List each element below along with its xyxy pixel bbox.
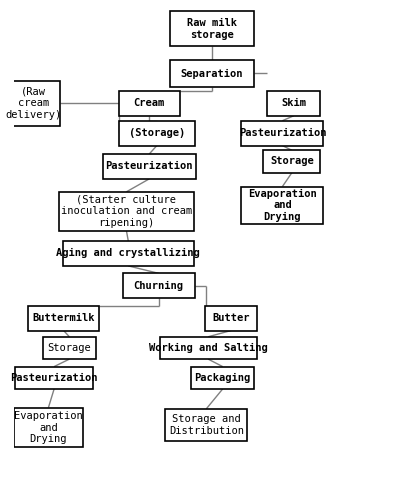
FancyBboxPatch shape (191, 366, 254, 389)
Text: Evaporation
and
Drying: Evaporation and Drying (248, 188, 317, 222)
Text: Storage and
Distribution: Storage and Distribution (169, 414, 244, 436)
FancyBboxPatch shape (123, 274, 195, 298)
Text: Pasteurization: Pasteurization (105, 162, 193, 172)
FancyBboxPatch shape (15, 366, 93, 389)
FancyBboxPatch shape (119, 120, 195, 146)
Text: Working and Salting: Working and Salting (149, 343, 268, 353)
FancyBboxPatch shape (242, 120, 323, 146)
FancyBboxPatch shape (63, 241, 194, 266)
Text: Evaporation
and
Drying: Evaporation and Drying (14, 411, 83, 444)
FancyBboxPatch shape (43, 337, 96, 359)
Text: Separation: Separation (181, 68, 243, 78)
FancyBboxPatch shape (170, 12, 254, 46)
Text: Cream: Cream (133, 98, 165, 108)
FancyBboxPatch shape (103, 154, 196, 179)
Text: Aging and crystallizing: Aging and crystallizing (56, 248, 200, 258)
FancyBboxPatch shape (267, 91, 320, 116)
FancyBboxPatch shape (263, 150, 320, 172)
Text: Raw milk
storage: Raw milk storage (187, 18, 237, 40)
Text: Storage: Storage (48, 343, 91, 353)
FancyBboxPatch shape (160, 337, 257, 359)
Text: Pasteurization: Pasteurization (239, 128, 326, 138)
Text: Buttermilk: Buttermilk (32, 313, 95, 323)
FancyBboxPatch shape (29, 306, 99, 330)
Text: Storage: Storage (270, 156, 314, 166)
Text: Butter: Butter (212, 313, 250, 323)
FancyBboxPatch shape (14, 408, 83, 448)
FancyBboxPatch shape (206, 306, 257, 330)
FancyBboxPatch shape (59, 192, 194, 230)
FancyBboxPatch shape (170, 60, 254, 87)
Text: (Raw
cream
delivery): (Raw cream delivery) (5, 86, 61, 120)
FancyBboxPatch shape (166, 409, 247, 441)
Text: Pasteurization: Pasteurization (10, 373, 98, 383)
FancyBboxPatch shape (7, 81, 60, 126)
Text: Churning: Churning (134, 281, 184, 291)
FancyBboxPatch shape (242, 186, 323, 224)
Text: Packaging: Packaging (194, 373, 251, 383)
Text: Skim: Skim (281, 98, 306, 108)
Text: (Storage): (Storage) (129, 128, 185, 138)
FancyBboxPatch shape (119, 91, 180, 116)
Text: (Starter culture
inoculation and cream
ripening): (Starter culture inoculation and cream r… (61, 194, 192, 228)
